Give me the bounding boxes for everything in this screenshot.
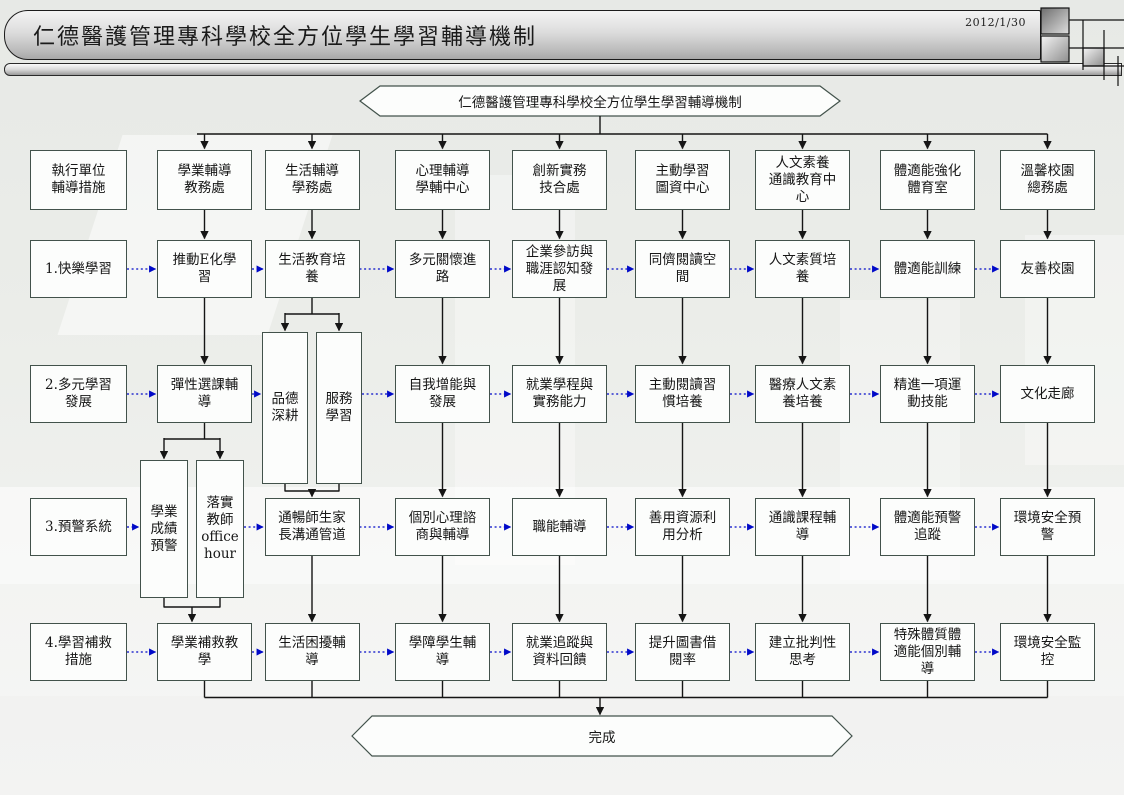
flow-node: 學障學生輔 導: [395, 623, 490, 681]
flow-node-tall: 品德 深耕: [262, 332, 308, 484]
flow-node: 彈性選課輔 導: [157, 365, 252, 423]
flow-node: 提升圖書借 閱率: [635, 623, 730, 681]
unit-box: 溫馨校園 總務處: [1000, 150, 1095, 210]
unit-box: 體適能強化 體育室: [880, 150, 975, 210]
flow-node-tall: 落實 教師 office hour: [196, 460, 244, 598]
flow-node: 通識課程輔 導: [755, 498, 850, 556]
flow-node: 就業學程與 實務能力: [512, 365, 607, 423]
title-banner: 仁德醫護管理專科學校全方位學生學習輔導機制 2012/1/30: [4, 10, 1041, 60]
flow-node: 體適能訓練: [880, 240, 975, 298]
flow-node: 企業參訪與 職涯認知發 展: [512, 240, 607, 298]
flow-node: 友善校園: [1000, 240, 1095, 298]
unit-box: 心理輔導 學輔中心: [395, 150, 490, 210]
flow-node: 醫療人文素 養培養: [755, 365, 850, 423]
flow-node: 環境安全預 警: [1000, 498, 1095, 556]
row-label-2: 2.多元學習 發展: [30, 365, 127, 423]
flow-node: 文化走廊: [1000, 365, 1095, 423]
flow-node: 多元關懷進 路: [395, 240, 490, 298]
flow-node: 通暢師生家 長溝通管道: [264, 498, 360, 556]
flow-node: 特殊體質體 適能個別輔 導: [880, 623, 975, 681]
flow-node: 體適能預警 追蹤: [880, 498, 975, 556]
flow-node: 同儕閱讀空 間: [635, 240, 730, 298]
flow-node: 自我增能與 發展: [395, 365, 490, 423]
flow-node: 主動閱讀習 慣培養: [635, 365, 730, 423]
end-hexagon-label: 完成: [588, 730, 616, 746]
flow-node: 推動E化學 習: [157, 240, 252, 298]
flow-node: 職能輔導: [512, 498, 607, 556]
flow-node: 善用資源利 用分析: [635, 498, 730, 556]
flow-node-tall: 學業 成績 預警: [140, 460, 188, 598]
flow-node: 精進一項運 動技能: [880, 365, 975, 423]
flow-node: 生活教育培 養: [264, 240, 360, 298]
flow-node: 個別心理諮 商與輔導: [395, 498, 490, 556]
page-title: 仁德醫護管理專科學校全方位學生學習輔導機制: [33, 24, 538, 50]
flow-node: 學業補救教 學: [157, 623, 252, 681]
slide-date: 2012/1/30: [965, 16, 1026, 29]
unit-box: 學業輔導 教務處: [157, 150, 252, 210]
row-label-4: 4.學習補救 措施: [30, 623, 127, 681]
start-hexagon-label: 仁德醫護管理專科學校全方位學生學習輔導機制: [458, 95, 742, 111]
row-label-3: 3.預警系統: [30, 498, 127, 556]
flow-node: 生活困擾輔 導: [264, 623, 360, 681]
blue-flow-arrows: [127, 265, 1000, 656]
unit-box: 人文素養 通識教育中 心: [755, 150, 850, 210]
flow-node-tall: 服務 學習: [316, 332, 362, 484]
start-hexagon-shape: [359, 85, 841, 117]
banner-underline-bar: [4, 63, 1122, 76]
black-connectors: [159, 116, 1052, 716]
flow-node: 就業追蹤與 資料回饋: [512, 623, 607, 681]
unit-box: 生活輔導 學務處: [264, 150, 360, 210]
unit-box: 主動學習 圖資中心: [635, 150, 730, 210]
end-hexagon-shape: [351, 715, 853, 757]
flow-node: 環境安全監 控: [1000, 623, 1095, 681]
flow-node: 人文素質培 養: [755, 240, 850, 298]
flow-node: 建立批判性 思考: [755, 623, 850, 681]
row-label-1: 1.快樂學習: [30, 240, 127, 298]
unit-box: 創新實務 技合處: [512, 150, 607, 210]
row-label-unit: 執行單位 輔導措施: [30, 150, 127, 210]
